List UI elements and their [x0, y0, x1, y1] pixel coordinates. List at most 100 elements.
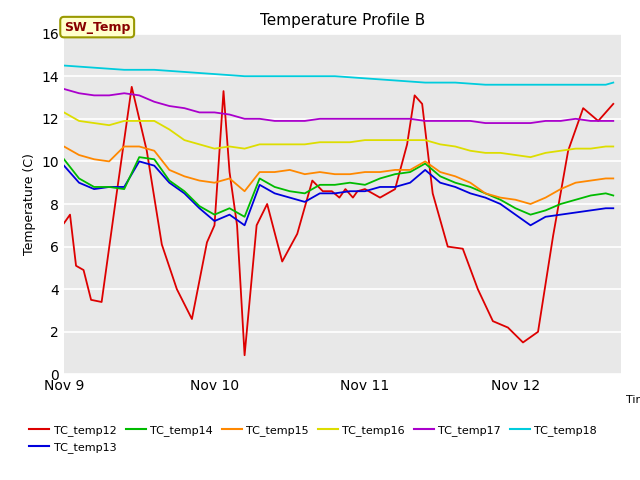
- TC_temp14: [391, 171, 399, 177]
- TC_temp16: [557, 148, 564, 154]
- TC_temp13: [497, 201, 504, 207]
- TC_temp17: [60, 86, 68, 92]
- TC_temp12: [429, 191, 436, 196]
- TC_temp15: [256, 169, 264, 175]
- TC_temp13: [316, 191, 324, 196]
- TC_temp12: [308, 178, 316, 183]
- TC_temp15: [376, 169, 384, 175]
- TC_temp17: [497, 120, 504, 126]
- TC_temp16: [609, 144, 617, 149]
- TC_temp15: [391, 167, 399, 173]
- TC_temp14: [451, 180, 459, 186]
- TC_temp17: [436, 118, 444, 124]
- TC_temp17: [226, 112, 234, 118]
- Line: TC_temp15: TC_temp15: [64, 146, 613, 204]
- TC_temp13: [60, 163, 68, 168]
- TC_temp16: [226, 144, 234, 149]
- TC_temp12: [211, 222, 218, 228]
- TC_temp13: [76, 180, 83, 186]
- Line: TC_temp17: TC_temp17: [64, 89, 613, 123]
- TC_temp12: [319, 188, 326, 194]
- TC_temp15: [286, 167, 294, 173]
- TC_temp13: [557, 212, 564, 217]
- TC_temp12: [579, 105, 587, 111]
- TC_temp16: [90, 120, 98, 126]
- TC_temp12: [60, 220, 68, 226]
- TC_temp17: [587, 118, 595, 124]
- TC_temp16: [286, 142, 294, 147]
- TC_temp16: [301, 142, 308, 147]
- TC_temp12: [72, 263, 80, 269]
- TC_temp16: [451, 144, 459, 149]
- TC_temp14: [527, 212, 534, 217]
- TC_temp15: [541, 195, 549, 201]
- TC_temp17: [106, 93, 113, 98]
- TC_temp12: [87, 297, 95, 303]
- TC_temp17: [451, 118, 459, 124]
- TC_temp15: [271, 169, 278, 175]
- TC_temp16: [76, 118, 83, 124]
- TC_temp12: [113, 191, 120, 196]
- TC_temp18: [271, 73, 278, 79]
- TC_temp14: [211, 212, 218, 217]
- TC_temp12: [173, 286, 180, 292]
- TC_temp12: [226, 169, 234, 175]
- TC_temp17: [150, 99, 158, 105]
- TC_temp12: [278, 259, 286, 264]
- TC_temp13: [241, 222, 248, 228]
- TC_temp13: [196, 205, 204, 211]
- TC_temp18: [609, 80, 617, 85]
- TC_temp13: [609, 205, 617, 211]
- TC_temp15: [90, 156, 98, 162]
- Line: TC_temp18: TC_temp18: [64, 66, 613, 84]
- TC_temp17: [602, 118, 609, 124]
- TC_temp14: [361, 182, 369, 188]
- TC_temp17: [572, 116, 579, 121]
- TC_temp13: [421, 167, 429, 173]
- TC_temp16: [331, 139, 339, 145]
- TC_temp12: [474, 286, 482, 292]
- TC_temp16: [572, 146, 579, 152]
- TC_temp18: [301, 73, 308, 79]
- TC_temp14: [136, 154, 143, 160]
- TC_temp12: [609, 101, 617, 107]
- TC_temp13: [541, 214, 549, 220]
- TC_temp15: [301, 171, 308, 177]
- TC_temp13: [256, 182, 264, 188]
- TC_temp13: [180, 191, 188, 196]
- TC_temp17: [331, 116, 339, 121]
- TC_temp12: [391, 186, 399, 192]
- TC_temp16: [406, 137, 414, 143]
- TC_temp18: [511, 82, 519, 87]
- TC_temp12: [328, 188, 336, 194]
- TC_temp16: [497, 150, 504, 156]
- TC_temp15: [211, 180, 218, 186]
- TC_temp12: [519, 339, 527, 345]
- TC_temp12: [293, 231, 301, 237]
- TC_temp13: [90, 186, 98, 192]
- TC_temp13: [436, 180, 444, 186]
- TC_temp15: [136, 144, 143, 149]
- TC_temp13: [481, 195, 489, 201]
- TC_temp14: [331, 182, 339, 188]
- Legend: TC_temp12, TC_temp13, TC_temp14, TC_temp15, TC_temp16, TC_temp17, TC_temp18: TC_temp12, TC_temp13, TC_temp14, TC_temp…: [25, 421, 601, 457]
- TC_temp16: [166, 127, 173, 132]
- TC_temp16: [527, 154, 534, 160]
- TC_temp12: [411, 93, 419, 98]
- TC_temp12: [534, 329, 542, 335]
- TC_temp17: [120, 90, 128, 96]
- TC_temp16: [346, 139, 354, 145]
- TC_temp14: [481, 191, 489, 196]
- TC_temp12: [143, 148, 150, 154]
- TC_temp12: [403, 142, 411, 147]
- TC_temp14: [467, 184, 474, 190]
- TC_temp18: [90, 65, 98, 71]
- TC_temp13: [211, 218, 218, 224]
- TC_temp12: [203, 240, 211, 245]
- TC_temp13: [391, 184, 399, 190]
- TC_temp14: [376, 176, 384, 181]
- TC_temp12: [241, 352, 248, 358]
- TC_temp17: [557, 118, 564, 124]
- TC_temp14: [609, 192, 617, 198]
- TC_temp12: [489, 318, 497, 324]
